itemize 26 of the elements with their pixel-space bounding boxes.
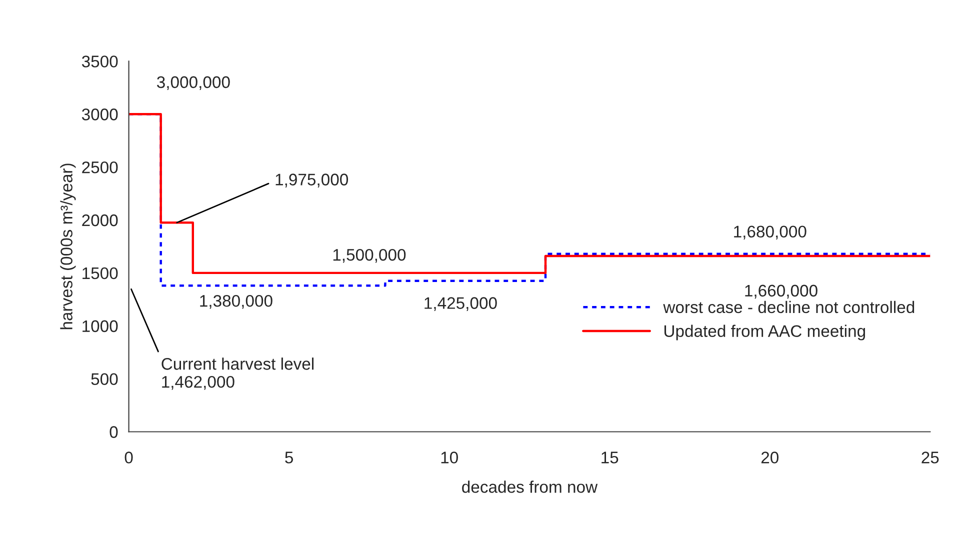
- annotation: Current harvest level 1,462,000: [162, 358, 314, 390]
- y-tick-label: 3500: [82, 56, 118, 68]
- x-tick-label: 5: [285, 452, 293, 464]
- y-axis-title: harvest (000s m³/year): [60, 164, 76, 330]
- annotation: 1,425,000: [424, 297, 497, 311]
- annotation: 1,975,000: [276, 174, 348, 188]
- annotation: 1,380,000: [200, 294, 272, 309]
- y-tick-label: 0: [110, 426, 118, 438]
- annotation: 1,660,000: [745, 284, 818, 299]
- x-tick-label: 10: [441, 452, 458, 464]
- x-tick-label: 20: [761, 452, 778, 464]
- y-tick-label: 3000: [82, 108, 118, 120]
- x-tick-label: 25: [922, 452, 939, 464]
- y-tick-label: 2000: [82, 214, 118, 226]
- y-tick-label: 1500: [82, 267, 118, 280]
- legend-label: worst case - decline not controlled: [663, 300, 914, 314]
- x-tick-label: 15: [602, 452, 618, 464]
- y-tick-label: 500: [91, 373, 118, 386]
- annotation: 3,000,000: [156, 76, 230, 90]
- y-tick-label: 2500: [82, 161, 118, 174]
- x-tick-label: 0: [124, 452, 133, 464]
- annotation: 1,500,000: [333, 248, 406, 263]
- x-axis-title: decades from now: [462, 480, 598, 493]
- annotation: 1,680,000: [734, 226, 806, 240]
- y-tick-label: 1000: [82, 320, 118, 332]
- legend-label: Updated from AAC meeting: [664, 324, 865, 340]
